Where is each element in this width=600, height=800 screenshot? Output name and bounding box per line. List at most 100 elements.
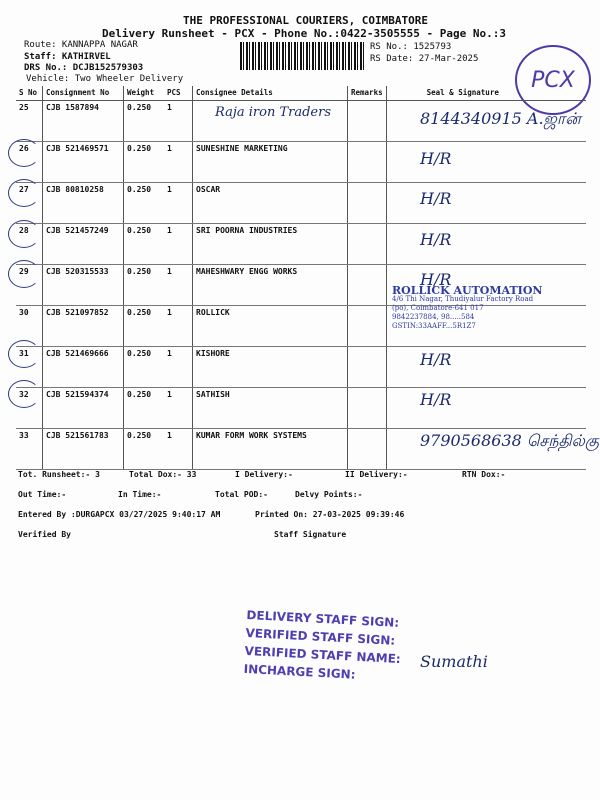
pcs-cell: 1 [164, 264, 193, 306]
weight-cell: 0.250 [123, 141, 164, 183]
handwritten-name: Sumathi [420, 652, 488, 671]
tot-runsheet: Tot. Runsheet:- 3 [18, 470, 100, 479]
remarks-cell [347, 141, 387, 183]
circle-mark [8, 219, 40, 248]
runsheet-table: S No Consignment No Weight PCS Consignee… [16, 86, 586, 470]
seal-cell [385, 305, 586, 347]
entered-by: Entered By :DURGAPCX 03/27/2025 9:40:17 … [18, 510, 221, 519]
weight-cell: 0.250 [123, 264, 164, 306]
staff-signature: Staff Signature [274, 530, 347, 539]
handwritten-signature: H/R [420, 149, 452, 169]
table-row: 30 CJB 521097852 0.250 1 ROLLICK [16, 305, 586, 347]
consignment-cell: CJB 521469571 [42, 141, 124, 183]
table-row: 33 CJB 521561783 0.250 1 KUMAR FORM WORK SYS… [16, 428, 586, 470]
circle-mark [8, 380, 40, 409]
consignee-cell: ROLLICK [192, 305, 348, 347]
table-row: 28 CJB 521457249 0.250 1 SRI POORNA INDUSTRI… [16, 223, 586, 265]
pcs-cell: 1 [164, 223, 193, 265]
weight-cell: 0.250 [123, 100, 164, 142]
table-row: 32 CJB 521594374 0.250 1 SATHISH [16, 387, 586, 429]
consignee-cell: SRI POORNA INDUSTRIES [192, 223, 348, 265]
seal-cell [385, 428, 586, 470]
col-seal: Seal & Signature [385, 86, 586, 101]
col-consignment: Consignment No [42, 86, 124, 101]
consignment-cell: CJB 80810258 [42, 182, 124, 224]
handwritten-signature: H/R [420, 350, 452, 370]
remarks-cell [347, 305, 387, 347]
remarks-cell [347, 346, 387, 388]
seal-cell [385, 223, 586, 265]
sno-cell: 25 [16, 100, 43, 142]
printed-on: Printed On: 27-03-2025 09:39:46 [255, 510, 405, 519]
stamp-line: 9842237884, 98.....584 [392, 313, 475, 321]
consignment-cell: CJB 521469666 [42, 346, 124, 388]
pcs-cell: 1 [164, 100, 193, 142]
seal-cell [385, 141, 586, 183]
consignee-cell: OSCAR [192, 182, 348, 224]
sno-cell: 33 [16, 428, 43, 470]
handwritten-signature: H/R [420, 189, 452, 209]
circle-mark [8, 179, 40, 208]
weight-cell: 0.250 [123, 387, 164, 429]
pcs-cell: 1 [164, 182, 193, 224]
in-time: In Time:- [118, 490, 162, 499]
remarks-cell [347, 182, 387, 224]
circle-mark [8, 259, 40, 288]
rtn-dox: RTN Dox:- [462, 470, 506, 479]
pcs-cell: 1 [164, 141, 193, 183]
handwritten-signature: 8144340915 A.ஜான் [420, 109, 581, 128]
consignment-cell: CJB 521561783 [42, 428, 124, 470]
consignee-cell: KISHORE [192, 346, 348, 388]
stamp-line: GSTIN:33AAFF...5R1Z7 [392, 322, 476, 330]
pcs-cell: 1 [164, 428, 193, 470]
barcode [240, 42, 365, 70]
col-pcs: PCS [164, 86, 193, 101]
rs-no: RS No.: 1525793 [370, 42, 452, 52]
verified-by: Verified By [18, 530, 71, 539]
stamp-name: ROLLICK AUTOMATION [392, 284, 543, 297]
stamp-line: 4/6 Thi Nagar, Thudiyalur Factory Road [392, 295, 534, 303]
handwritten-signature: H/R [420, 229, 452, 249]
handwritten-signature: H/R [420, 269, 452, 289]
handwritten-signature: H/R [420, 390, 452, 410]
runsheet-title: Delivery Runsheet - PCX - Phone No.:0422… [102, 27, 506, 40]
consignee-cell: MAHESHWARY ENGG WORKS [192, 264, 348, 306]
table-row: 29 CJB 520315533 0.250 1 MAHESHWARY ENGG WOR… [16, 264, 586, 306]
seal-cell [385, 100, 586, 142]
consignment-cell: CJB 521457249 [42, 223, 124, 265]
weight-cell: 0.250 [123, 346, 164, 388]
table-row: 25 CJB 1587894 0.250 1 [16, 100, 586, 142]
consignee-cell: SATHISH [192, 387, 348, 429]
signature-stamp: DELIVERY STAFF SIGN: VERIFIED STAFF SIGN… [243, 606, 403, 686]
weight-cell: 0.250 [123, 305, 164, 347]
total-pod: Total POD:- [215, 490, 268, 499]
remarks-cell [347, 223, 387, 265]
seal-cell [385, 387, 586, 429]
consignment-cell: CJB 521097852 [42, 305, 124, 347]
drs-no: DRS No.: DCJB152579303 [24, 63, 144, 73]
total-dox: Total Dox:- 33 [129, 470, 197, 479]
staff: Staff: KATHIRVEL [24, 52, 111, 62]
remarks-cell [347, 387, 387, 429]
out-time: Out Time:- [18, 490, 67, 499]
consignment-cell: CJB 1587894 [42, 100, 124, 142]
weight-cell: 0.250 [123, 428, 164, 470]
table-row: 27 CJB 80810258 0.250 1 OSCAR [16, 182, 586, 224]
remarks-cell [347, 264, 387, 306]
pcs-cell: 1 [164, 387, 193, 429]
circle-mark [8, 139, 40, 168]
remarks-cell [347, 100, 387, 142]
col-sno: S No [16, 86, 43, 101]
weight-cell: 0.250 [123, 223, 164, 265]
pcs-cell: 1 [164, 305, 193, 347]
consignee-cell [192, 100, 348, 142]
handwritten-consignee: Raja iron Traders [215, 105, 331, 120]
consignment-cell: CJB 521594374 [42, 387, 124, 429]
seal-cell [385, 182, 586, 224]
table-row: 26 CJB 521469571 0.250 1 SUNESHINE MARKETING [16, 141, 586, 183]
seal-cell [385, 346, 586, 388]
seal-cell [385, 264, 586, 306]
sno-cell: 30 [16, 305, 43, 347]
col-remarks: Remarks [347, 86, 387, 101]
